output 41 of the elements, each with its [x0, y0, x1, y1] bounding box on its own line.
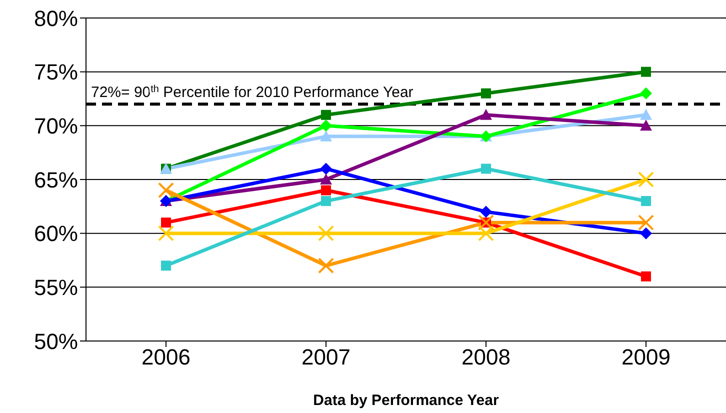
y-tick-label: 65% [34, 167, 78, 192]
ref-line-label: 72%= 90$^{th}$ Percentile for 2010 Performance Year [91, 84, 414, 102]
point [640, 108, 652, 120]
point [321, 196, 331, 206]
point [638, 172, 654, 188]
x-tick-label: 2007 [302, 344, 350, 370]
y-tick-label: 60% [34, 221, 78, 246]
point [320, 162, 332, 175]
point [320, 120, 332, 132]
point [321, 110, 331, 120]
point [321, 185, 331, 196]
x-tick-label: 2008 [462, 344, 510, 370]
point [320, 130, 332, 142]
point [641, 66, 651, 77]
point [641, 196, 651, 206]
point [478, 214, 494, 231]
point [318, 258, 334, 274]
point [158, 225, 174, 242]
y-tick-label: 50% [34, 328, 78, 354]
point [318, 225, 334, 242]
point [161, 218, 171, 228]
x-tick-label: 2009 [622, 344, 670, 370]
point [481, 164, 491, 174]
point [640, 227, 652, 240]
point [640, 87, 652, 100]
point [638, 214, 654, 231]
point [641, 271, 651, 282]
point [640, 120, 652, 131]
x-axis-title: Data by Performance Year [313, 392, 499, 409]
point [478, 225, 494, 242]
point [158, 182, 174, 198]
point [481, 88, 491, 98]
point [320, 174, 332, 184]
point [480, 206, 492, 218]
point [161, 260, 171, 271]
y-tick-label: 75% [34, 60, 78, 85]
y-tick-label: 55% [34, 274, 78, 300]
y-tick-label: 80% [34, 6, 78, 31]
y-tick-label: 70% [34, 113, 78, 138]
point [480, 108, 492, 120]
x-tick-label: 2006 [142, 344, 190, 370]
